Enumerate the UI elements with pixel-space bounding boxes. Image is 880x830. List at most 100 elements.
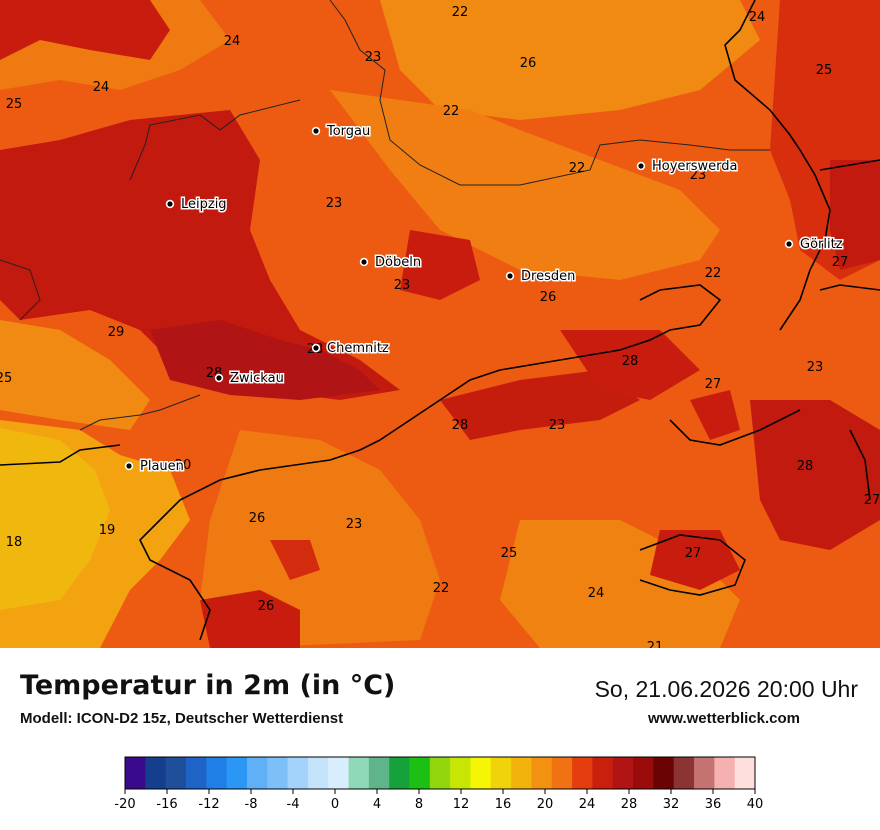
city-markers: Torgau Leipzig Döbeln Dresden Hoyerswerda Gör…	[124, 123, 844, 476]
temperature-label: 25	[501, 546, 518, 561]
legend-tick-label: -16	[156, 797, 177, 812]
map-title: Temperatur in 2m (in °C)	[20, 670, 396, 701]
temperature-label: 29	[108, 325, 125, 340]
legend-ticks: -20 -16 -12 -8 -4 0 4 8 12 16 20 24 28 32 36 40	[114, 789, 763, 812]
legend-swatch	[470, 757, 492, 789]
temperature-label: 23	[326, 196, 343, 211]
temperature-labels: 22 24 25 24 23 26 25 24 22 22 23 23 27 23 26 22 29 28 28 25…	[0, 5, 880, 648]
temperature-label: 19	[99, 523, 116, 538]
legend-swatch	[368, 757, 390, 789]
city-döbeln: Döbeln	[359, 254, 423, 272]
website-link[interactable]: www.wetterblick.com	[648, 710, 800, 727]
city-hoyerswerda: Hoyerswerda	[636, 158, 739, 176]
temperature-label: 23	[690, 168, 707, 183]
legend-swatch	[409, 757, 431, 789]
legend-swatch	[511, 757, 532, 789]
city-label: Görlitz	[800, 237, 843, 252]
legend-tick-label: 0	[331, 797, 339, 812]
legend-swatch	[226, 757, 248, 789]
border-lines	[0, 0, 880, 641]
temperature-label: 23	[346, 517, 363, 532]
temperature-label: 27	[705, 377, 722, 392]
legend-tick-label: 8	[415, 797, 423, 812]
legend-swatch	[551, 757, 573, 789]
color-legend: -20 -16 -12 -8 -4 0 4 8 12 16 20 24 28 32 36 40	[114, 756, 763, 812]
city-dot-icon	[214, 373, 224, 383]
temperature-label: 22	[705, 266, 722, 281]
legend-swatch	[694, 757, 715, 789]
legend-tick-label: -12	[198, 797, 219, 812]
city-torgau: Torgau	[311, 123, 372, 141]
forecast-datetime: So, 21.06.2026 20:00 Uhr	[594, 676, 858, 702]
temperature-label: 20	[175, 458, 192, 473]
temperature-label: 23	[365, 50, 382, 65]
city-plauen: Plauen	[124, 458, 185, 476]
city-label: Torgau	[326, 124, 370, 139]
legend-swatch	[450, 757, 471, 789]
city-görlitz: Görlitz	[784, 236, 844, 254]
legend-tick-label: -20	[114, 797, 135, 812]
city-label: Döbeln	[375, 255, 421, 270]
legend-swatch	[125, 757, 146, 789]
temperature-label: 22	[433, 581, 450, 596]
legend-swatch	[348, 757, 370, 789]
temperature-label: 28	[452, 418, 469, 433]
city-dresden: Dresden	[505, 268, 577, 286]
legend-swatch	[328, 757, 350, 789]
legend-swatch	[653, 757, 675, 789]
temperature-label: 25	[6, 97, 23, 112]
temperature-label: 23	[549, 418, 566, 433]
city-label: Chemnitz	[327, 341, 389, 356]
temperature-label: 21	[647, 640, 664, 648]
legend-swatch	[612, 757, 634, 789]
temperature-label: 26	[249, 511, 266, 526]
temperature-label: 24	[224, 34, 241, 49]
city-dot-icon	[165, 199, 175, 209]
legend-tick-label: 16	[495, 797, 512, 812]
temperature-label: 22	[452, 5, 469, 20]
legend-tick-label: 12	[453, 797, 470, 812]
city-zwickau: Zwickau	[214, 370, 285, 388]
city-label: Dresden	[521, 269, 575, 284]
legend-tick-label: -8	[245, 797, 258, 812]
temperature-label: 26	[258, 599, 275, 614]
temperature-label: 22	[443, 104, 460, 119]
legend-tick-label: 32	[663, 797, 680, 812]
temperature-label: 23	[807, 360, 824, 375]
legend-swatch	[429, 757, 451, 789]
legend-swatch	[490, 757, 512, 789]
city-chemnitz: Chemnitz	[311, 340, 390, 358]
temperature-label: 24	[588, 586, 605, 601]
temperature-label: 26	[520, 56, 537, 71]
temperature-label: 27	[832, 255, 849, 270]
city-label: Leipzig	[181, 197, 227, 212]
city-label: Plauen	[140, 459, 184, 474]
legend-tick-label: 4	[373, 797, 381, 812]
legend-swatch	[673, 757, 695, 789]
temperature-label: 28	[797, 459, 814, 474]
legend-swatch	[206, 757, 228, 789]
legend-swatch	[734, 757, 756, 789]
legend-swatch	[287, 757, 309, 789]
legend-swatch	[267, 757, 289, 789]
temperature-map: 22 24 25 24 23 26 25 24 22 22 23 23 27 23 26 22 29 28 28 25…	[0, 0, 880, 648]
temperature-label: 26	[540, 290, 557, 305]
legend-swatch	[592, 757, 614, 789]
city-dot-icon	[505, 271, 515, 281]
city-label: Zwickau	[230, 371, 284, 386]
model-info: Modell: ICON-D2 15z, Deutscher Wetterdie…	[20, 710, 344, 727]
temperature-label: 28	[622, 354, 639, 369]
city-dot-icon	[784, 239, 794, 249]
city-dot-icon	[636, 161, 646, 171]
city-dot-icon	[311, 126, 321, 136]
legend-swatch	[714, 757, 736, 789]
legend-swatch	[572, 757, 593, 789]
temperature-label: 27	[685, 546, 702, 561]
legend-swatch	[307, 757, 329, 789]
legend-swatch	[389, 757, 411, 789]
city-dot-icon	[311, 343, 321, 353]
legend-swatches	[124, 756, 756, 790]
legend-tick-label: 24	[579, 797, 596, 812]
legend-swatch	[145, 757, 167, 789]
